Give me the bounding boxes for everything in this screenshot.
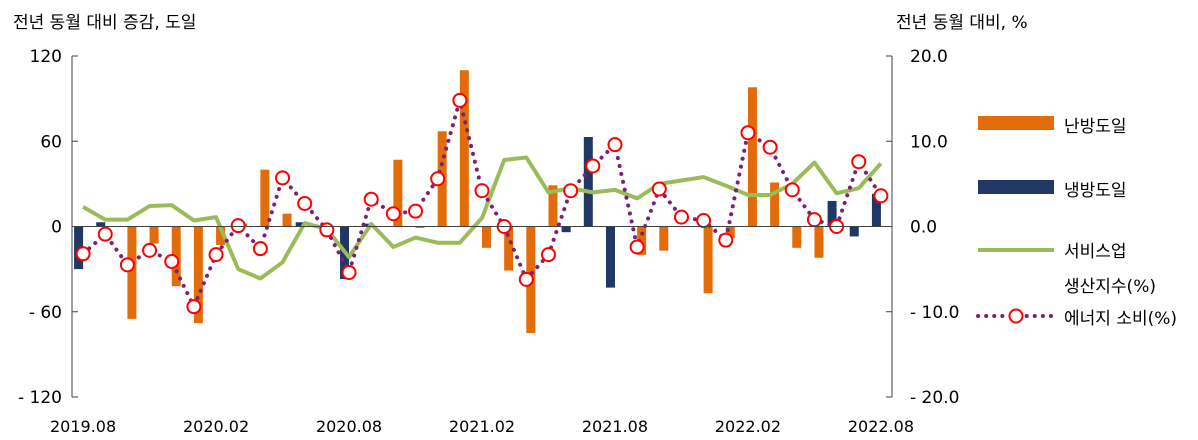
energy-line-layer xyxy=(75,92,889,315)
heating-bar-2020.04 xyxy=(260,169,270,227)
energy-marker-2020.04 xyxy=(252,241,268,257)
cooling-bar-2020.09 xyxy=(362,223,372,227)
energy-marker-2020.06 xyxy=(297,195,313,211)
heating-bar-2020.11 xyxy=(415,226,425,228)
left-axis-title: 전년 동월 대비 증감, 도일 xyxy=(13,13,197,33)
energy-marker-2020.01 xyxy=(186,299,202,315)
right-tick-label: - 10.0 xyxy=(910,303,959,323)
energy-marker-2019.10 xyxy=(119,257,135,273)
energy-marker-2021.05 xyxy=(540,247,556,263)
service-index-line xyxy=(82,155,883,281)
left-tick-label: - 60 xyxy=(29,303,62,323)
energy-marker-2020.12 xyxy=(430,171,446,187)
legend-icon-layer xyxy=(976,116,1056,324)
cooling-bar-2021.08 xyxy=(605,226,615,288)
heating-bar-2022.04 xyxy=(792,226,802,248)
energy-marker-2019.11 xyxy=(142,242,158,258)
x-tick-label: 2022.08 xyxy=(848,417,914,436)
x-tick-label: 2019.08 xyxy=(50,417,116,436)
heating-bar-2020.10 xyxy=(393,159,403,227)
axes-layer: 120 20.0 60 10.0 0 0.0 - 60 - 10.0 - 120 - 20.0 20… xyxy=(18,47,959,436)
heating-bar-2021.03 xyxy=(504,226,514,271)
energy-marker-2020.09 xyxy=(363,191,379,207)
legend-label-service-1: 서비스업 xyxy=(1064,242,1127,262)
heating-bar-2022.05 xyxy=(814,226,824,258)
energy-marker-2021.08 xyxy=(607,137,623,153)
legend-label-heating: 난방도일 xyxy=(1064,117,1127,137)
left-tick-label: 60 xyxy=(40,132,62,152)
energy-marker-2022.08 xyxy=(873,188,889,204)
heating-bar-2022.01 xyxy=(725,226,735,238)
right-tick-label: 20.0 xyxy=(910,47,948,67)
energy-marker-2022.03 xyxy=(762,139,778,155)
energy-marker-2021.10 xyxy=(651,181,667,197)
heating-bar-2020.01 xyxy=(193,226,203,324)
heating-bar-2021.05 xyxy=(548,185,558,227)
x-tick-label: 2022.02 xyxy=(715,417,781,436)
heating-bar-2021.12 xyxy=(703,226,713,294)
right-axis-title: 전년 동월 대비, % xyxy=(896,13,1028,33)
energy-marker-2021.11 xyxy=(673,209,689,225)
energy-marker-2022.05 xyxy=(806,212,822,228)
cooling-bar-2022.06 xyxy=(827,200,837,227)
right-tick-label: 0.0 xyxy=(910,218,937,238)
legend-label-cooling: 냉방도일 xyxy=(1064,181,1127,201)
cooling-bar-2020.06 xyxy=(295,222,305,227)
energy-marker-2021.06 xyxy=(563,183,579,199)
energy-marker-2020.02 xyxy=(208,247,224,263)
energy-marker-2022.01 xyxy=(718,232,734,248)
right-tick-label: - 20.0 xyxy=(910,388,959,408)
heating-bar-2019.10 xyxy=(127,226,137,319)
energy-marker-2021.02 xyxy=(474,183,490,199)
bar-layer xyxy=(74,70,881,334)
cooling-bar-2021.06 xyxy=(561,226,571,233)
energy-marker-2021.01 xyxy=(452,92,468,108)
heating-bar-2021.09 xyxy=(637,226,647,255)
heating-bar-2021.10 xyxy=(659,226,669,251)
energy-marker-2020.07 xyxy=(319,222,335,238)
legend-energy-marker xyxy=(1008,308,1024,324)
energy-marker-2020.05 xyxy=(275,170,291,186)
heating-bar-2020.05 xyxy=(282,213,292,227)
energy-marker-2019.08 xyxy=(75,246,91,262)
x-tick-label: 2020.02 xyxy=(183,417,249,436)
heating-bar-2021.02 xyxy=(482,226,491,248)
x-tick-label: 2021.02 xyxy=(449,417,515,436)
legend-label-energy: 에너지 소비(%) xyxy=(1064,309,1178,329)
heating-bar-2021.01 xyxy=(459,70,469,227)
left-tick-label: 0 xyxy=(51,218,62,238)
cooling-bar-2022.08 xyxy=(871,193,881,227)
energy-marker-2022.02 xyxy=(740,125,756,141)
left-tick-label: - 120 xyxy=(18,388,62,408)
heating-bar-2019.11 xyxy=(149,226,159,244)
legend-heating-swatch xyxy=(978,116,1054,130)
energy-marker-2020.03 xyxy=(230,218,246,234)
legend-label-service-2: 생산지수(%) xyxy=(1064,277,1156,297)
heating-bar-2020.02 xyxy=(216,226,226,245)
cooling-bar-2019.09 xyxy=(96,222,106,227)
right-tick-label: 10.0 xyxy=(910,132,948,152)
legend-cooling-swatch xyxy=(978,180,1054,194)
energy-marker-2021.12 xyxy=(696,213,712,229)
energy-marker-2019.09 xyxy=(97,226,113,242)
cooling-bar-2021.07 xyxy=(583,136,593,227)
energy-marker-2020.08 xyxy=(341,265,357,281)
energy-marker-2022.07 xyxy=(851,154,867,170)
energy-marker-2021.04 xyxy=(518,271,534,287)
service-line-layer xyxy=(82,155,883,281)
energy-marker-2021.07 xyxy=(585,158,601,174)
energy-marker-2020.10 xyxy=(385,206,401,222)
energy-marker-2022.04 xyxy=(784,182,800,198)
energy-marker-2021.09 xyxy=(629,239,645,255)
energy-marker-2020.11 xyxy=(408,203,424,219)
left-tick-label: 120 xyxy=(30,47,62,67)
x-tick-label: 2020.08 xyxy=(316,417,382,436)
heating-bar-2022.03 xyxy=(770,182,780,227)
cooling-bar-2022.07 xyxy=(849,226,859,237)
heating-bar-2022.02 xyxy=(747,87,757,227)
energy-marker-2019.12 xyxy=(164,253,180,269)
x-tick-label: 2021.08 xyxy=(582,417,648,436)
